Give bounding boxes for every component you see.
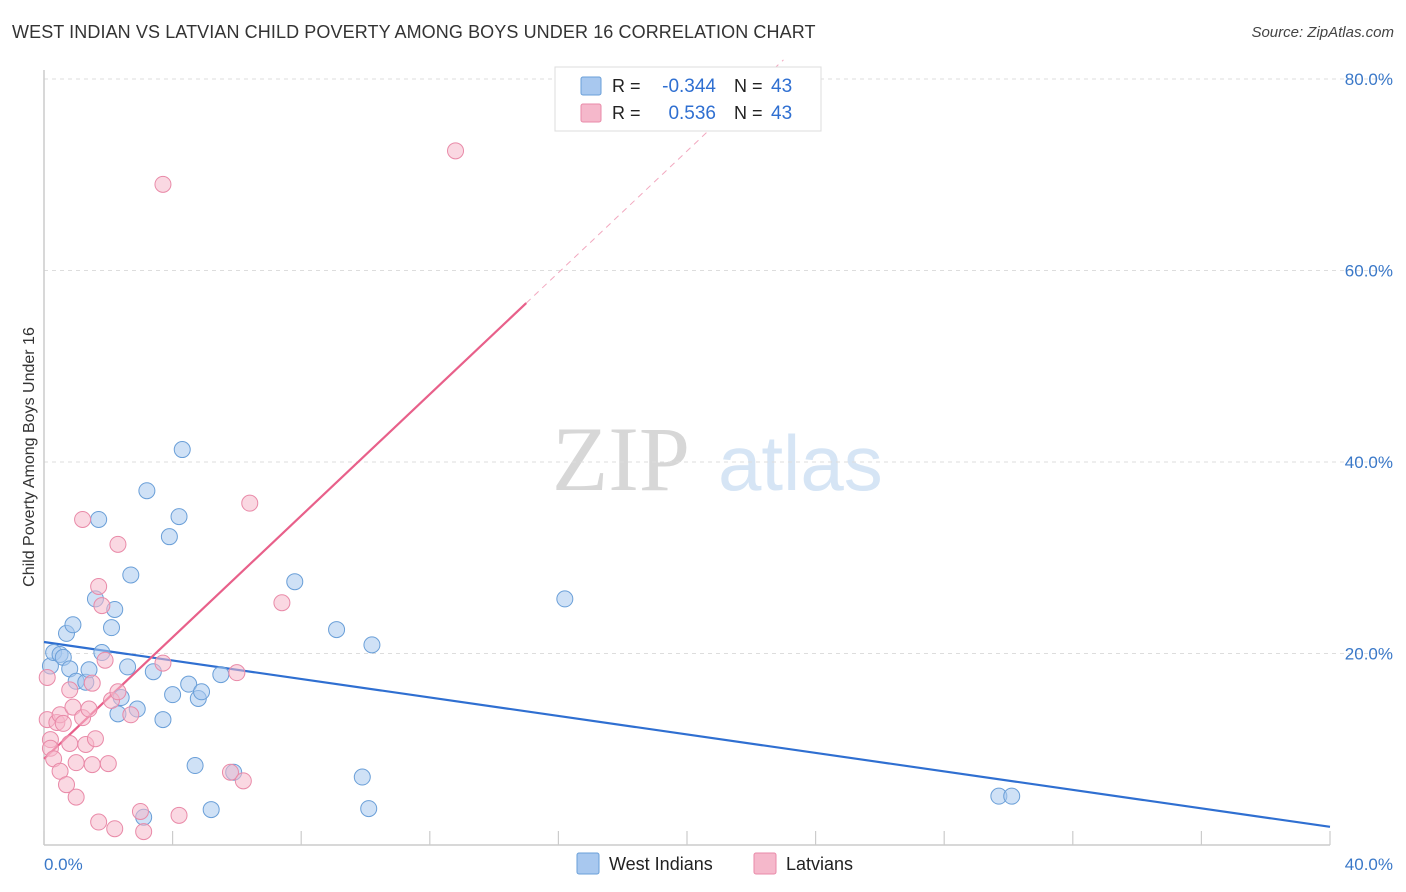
point-west-indians [202, 801, 220, 819]
point-west-indians [160, 528, 178, 546]
point-west-indians [186, 757, 204, 775]
stats-r-label-west-indians: R = [612, 76, 641, 96]
y-axis-label: Child Poverty Among Boys Under 16 [21, 327, 38, 587]
point-west-indians [363, 636, 381, 654]
stats-n-label-west-indians: N = [734, 76, 763, 96]
point-west-indians [103, 619, 121, 637]
point-west-indians [360, 800, 378, 818]
point-west-indians [328, 621, 346, 639]
point-latvians [90, 577, 108, 595]
point-latvians [109, 683, 127, 701]
point-latvians [83, 674, 101, 692]
point-latvians [93, 597, 111, 615]
legend-label-west-indians: West Indians [609, 854, 713, 874]
legend-swatch-west-indians [576, 852, 600, 875]
trend-lines [43, 59, 1331, 828]
point-west-indians [180, 675, 198, 693]
x-tick-label-max: 40.0% [1345, 855, 1393, 874]
point-latvians [67, 788, 85, 806]
point-west-indians [64, 616, 82, 634]
point-latvians [106, 820, 124, 838]
point-latvians [83, 756, 101, 774]
point-west-indians [138, 482, 156, 500]
stats-n-value-latvians: 43 [771, 103, 792, 124]
chart-title: WEST INDIAN VS LATVIAN CHILD POVERTY AMO… [12, 22, 816, 42]
point-latvians [90, 813, 108, 831]
point-latvians [38, 668, 56, 686]
point-latvians [122, 706, 140, 724]
stats-swatch-latvians [580, 103, 602, 123]
point-latvians [109, 535, 127, 553]
series-legend: West Indians Latvians [576, 852, 853, 875]
point-latvians [58, 776, 76, 794]
point-latvians [221, 763, 239, 781]
point-west-indians [170, 508, 188, 526]
trend-line-latvians-extension [525, 59, 784, 304]
legend-label-latvians: Latvians [786, 854, 853, 874]
legend-swatch-latvians [753, 852, 777, 875]
point-west-indians [212, 666, 230, 684]
point-west-indians [193, 683, 211, 701]
point-latvians [54, 714, 72, 732]
y-tick-label: 60.0% [1345, 262, 1393, 281]
point-latvians [61, 681, 79, 699]
point-latvians [99, 755, 117, 773]
point-west-indians [154, 711, 172, 729]
point-west-indians [1003, 787, 1021, 805]
point-west-indians [173, 441, 191, 459]
point-latvians [135, 823, 153, 841]
data-points [38, 142, 1021, 841]
point-west-indians [556, 590, 574, 608]
stats-r-value-west-indians: -0.344 [662, 76, 716, 97]
point-latvians [234, 772, 252, 790]
watermark-zip: ZIP [552, 408, 690, 510]
y-tick-label: 80.0% [1345, 70, 1393, 89]
stats-n-value-west-indians: 43 [771, 76, 792, 97]
point-latvians [447, 142, 465, 160]
gridlines [44, 78, 1390, 654]
point-west-indians [119, 658, 137, 676]
stats-swatch-west-indians [580, 76, 602, 96]
trend-line-latvians [43, 302, 528, 760]
point-latvians [228, 664, 246, 682]
point-latvians [67, 754, 85, 772]
stats-legend: R = -0.344 N = 43 R = 0.536 N = 43 [554, 66, 822, 132]
point-latvians [86, 730, 104, 748]
point-latvians [80, 700, 98, 718]
source-credit: Source: ZipAtlas.com [1251, 24, 1394, 41]
point-west-indians [286, 573, 304, 591]
point-west-indians [122, 566, 140, 584]
x-tick-label-min: 0.0% [44, 855, 83, 874]
point-latvians [241, 494, 259, 512]
stats-n-label-latvians: N = [734, 103, 763, 123]
point-west-indians [90, 510, 108, 528]
point-latvians [154, 175, 172, 193]
point-latvians [61, 735, 79, 753]
point-west-indians [164, 686, 182, 704]
stats-r-label-latvians: R = [612, 103, 641, 123]
y-tick-label: 40.0% [1345, 453, 1393, 472]
point-latvians [170, 806, 188, 824]
point-west-indians [353, 768, 371, 786]
point-latvians [154, 654, 172, 672]
point-latvians [273, 594, 291, 612]
point-latvians [131, 802, 149, 820]
point-latvians [74, 510, 92, 528]
watermark: ZIP atlas [552, 408, 883, 510]
y-tick-labels: 20.0% 40.0% 60.0% 80.0% [1345, 70, 1393, 664]
trend-line-west-indians [43, 640, 1331, 828]
y-tick-label: 20.0% [1345, 645, 1393, 664]
point-latvians [96, 651, 114, 669]
stats-r-value-latvians: 0.536 [668, 103, 716, 124]
watermark-atlas: atlas [718, 419, 883, 507]
